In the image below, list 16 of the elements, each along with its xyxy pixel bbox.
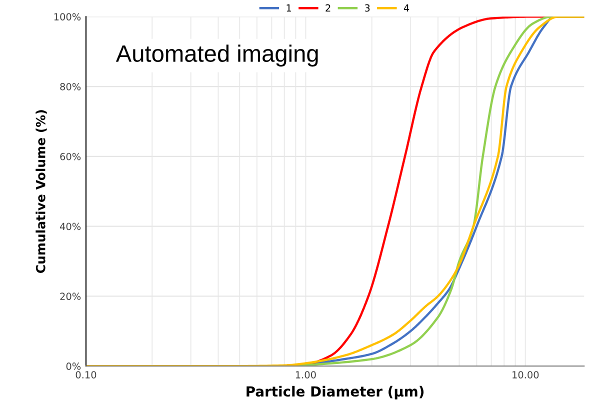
legend-label: 3	[364, 4, 370, 12]
y-tick-label: 80%	[60, 83, 81, 90]
y-tick-label: 20%	[60, 292, 81, 300]
legend-label: 1	[286, 4, 292, 12]
y-tick-label: 40%	[60, 222, 81, 230]
x-tick-label: 1.00	[296, 371, 316, 378]
y-tick-label: 100%	[54, 13, 81, 20]
legend-label: 4	[404, 4, 410, 12]
legend-label: 2	[326, 4, 330, 12]
y-tick-label: 60%	[60, 152, 81, 160]
x-tick-label: 10.00	[512, 371, 539, 378]
annotation: Automated imaging	[116, 44, 318, 67]
x-axis-title: Particle Diameter (µm)	[246, 386, 424, 400]
y-axis-title: Cumulative Volume (%)	[36, 110, 47, 273]
y-tick-label: 0%	[66, 362, 81, 370]
x-tick-label: 0.10	[76, 371, 96, 378]
